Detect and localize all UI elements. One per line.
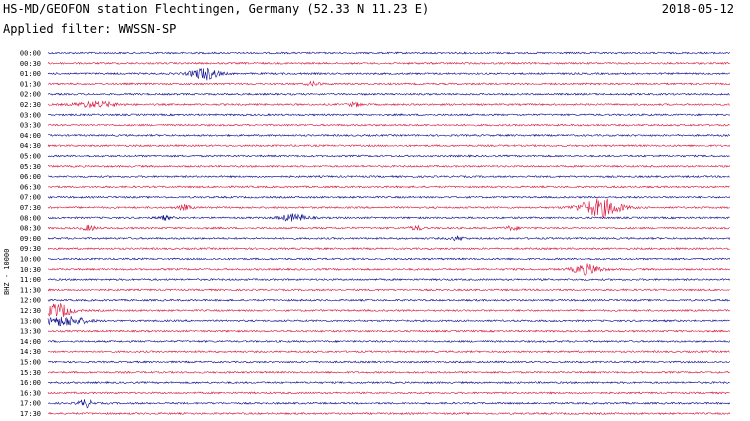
seismic-trace-line [47,195,731,199]
seismic-trace-line [47,235,731,242]
seismic-trace-line [47,316,730,327]
seismic-trace-line [47,123,730,127]
time-tick-label: 04:00 [20,132,41,140]
seismic-trace-line [47,144,731,148]
seismic-trace-line [47,398,731,409]
time-tick-label: 06:00 [20,173,41,181]
time-tick-label: 01:00 [20,70,41,78]
seismic-trace-line [47,51,731,55]
traces-group [47,51,731,416]
seismic-trace-line [47,185,730,189]
seismic-trace-line [47,224,730,232]
filter-label: Applied filter: WWSSN-SP [3,22,177,36]
seismic-trace-line [47,257,731,261]
seismic-trace-line [47,339,731,344]
time-tick-label: 12:00 [20,297,41,305]
time-tick-label: 03:00 [20,111,41,119]
seismic-trace-line [47,92,730,96]
time-tick-label: 00:00 [20,50,41,58]
time-tick-label: 08:00 [20,214,41,222]
time-tick-label: 04:30 [20,142,41,150]
seismic-trace-line [47,263,731,276]
time-tick-label: 08:30 [20,225,41,233]
seismic-trace-line [47,67,730,81]
time-tick-label: 06:30 [20,183,41,191]
seismic-trace-line [47,411,731,416]
seismic-trace-line [47,247,730,251]
seismic-trace-line [47,329,731,333]
time-tick-label: 07:00 [20,194,41,202]
seismic-trace-line [47,164,731,168]
time-tick-label: 07:30 [20,204,41,212]
time-tick-label: 01:30 [20,80,41,88]
time-tick-label: 02:00 [20,91,41,99]
seismic-trace-line [47,303,731,318]
time-tick-label: 12:30 [20,307,41,315]
chart-date: 2018-05-12 [661,2,734,16]
seismic-trace-line [47,380,730,385]
time-tick-label: 00:30 [20,60,41,68]
seismic-trace-line [47,174,730,179]
seismic-trace-line [47,370,730,374]
seismic-trace-line [47,80,731,87]
time-tick-label: 14:30 [20,348,41,356]
time-tick-label: 05:00 [20,153,41,161]
time-tick-label: 02:30 [20,101,41,109]
seismic-trace-line [47,61,730,65]
seismic-trace-line [47,350,730,354]
seismic-trace-line [47,154,730,158]
time-tick-label: 16:00 [20,379,41,387]
time-tick-label: 16:30 [20,389,41,397]
time-ticks-group: 00:00 00:30 01:00 01:30 02:00 02:30 03:00 03:30… [20,50,41,419]
time-tick-label: 09:30 [20,245,41,253]
time-tick-label: 13:30 [20,328,41,336]
time-tick-label: 11:30 [20,286,41,294]
chart-title: HS-MD/GEOFON station Flechtingen, German… [3,2,430,16]
channel-label: BHZ - 10000 [3,249,11,295]
seismic-trace-line [47,288,730,292]
seismic-trace-line [47,133,731,138]
time-tick-label: 05:30 [20,163,41,171]
seismic-trace-line [47,113,731,117]
time-tick-label: 15:30 [20,369,41,377]
time-tick-label: 14:00 [20,338,41,346]
time-tick-label: 13:00 [20,317,41,325]
seismic-trace-line [47,213,730,222]
seismic-trace-line [47,278,731,282]
time-tick-label: 15:00 [20,359,41,367]
time-tick-label: 11:00 [20,276,41,284]
time-tick-label: 17:00 [20,400,41,408]
seismic-trace-line [47,360,731,364]
time-tick-label: 10:30 [20,266,41,274]
time-tick-label: 10:00 [20,256,41,264]
seismic-trace-line [47,100,730,109]
time-tick-label: 17:30 [20,410,41,418]
time-tick-label: 03:30 [20,122,41,130]
time-tick-label: 09:00 [20,235,41,243]
seismic-trace-line [47,391,730,395]
seismic-trace-line [47,198,730,218]
seismic-trace-line [47,298,730,302]
